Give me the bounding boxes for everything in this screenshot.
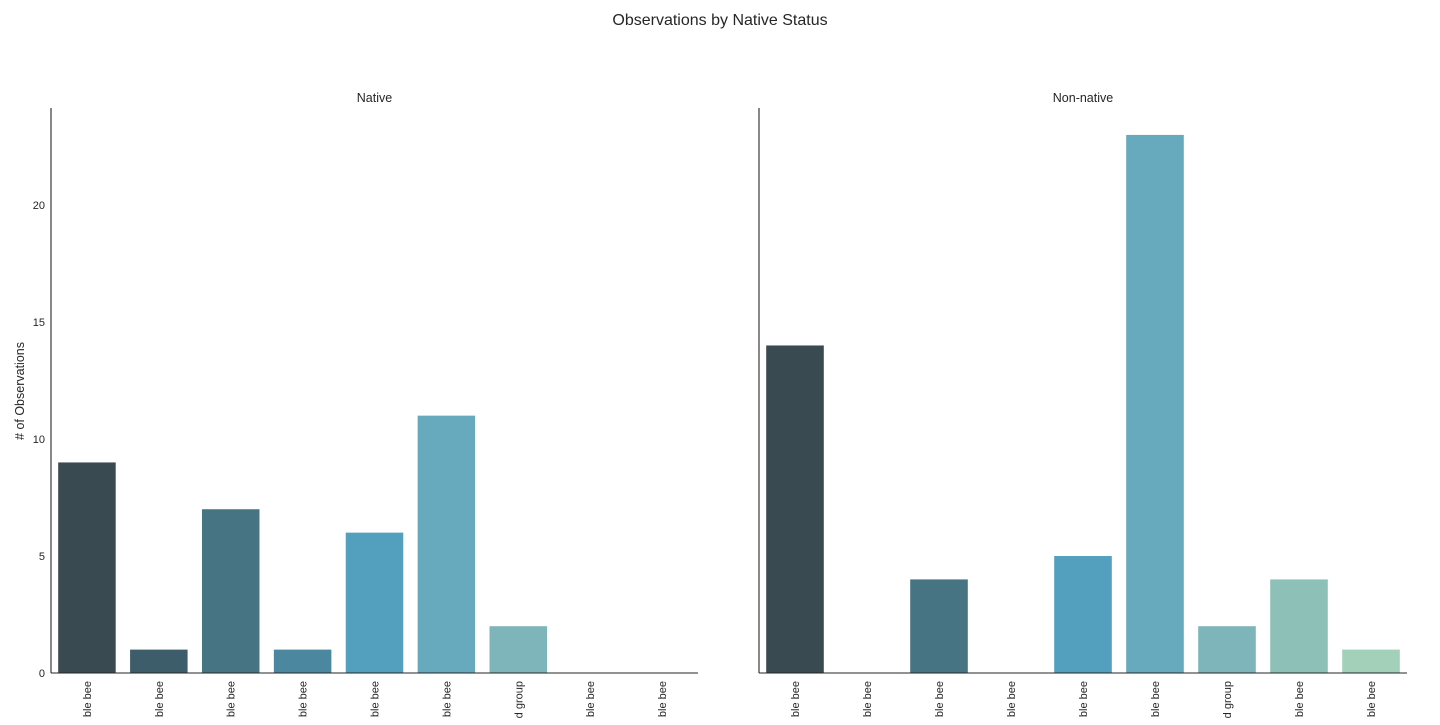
x-tick-label: ble bee: [862, 681, 874, 717]
x-tick-label: ble bee: [1366, 681, 1378, 717]
y-tick-label: 5: [39, 551, 45, 563]
bar: [273, 649, 332, 673]
x-tick-label: ble bee: [657, 681, 669, 717]
bar: [58, 462, 116, 673]
x-tick-label: ble bee: [790, 681, 802, 717]
y-tick-label: 15: [33, 317, 45, 329]
bar: [910, 579, 968, 673]
x-tick-label: ble bee: [1150, 681, 1162, 717]
bar: [130, 649, 188, 673]
x-tick-label: ble bee: [154, 681, 166, 717]
x-tick-label: d group: [513, 681, 525, 718]
x-tick-label: ble bee: [1294, 681, 1306, 717]
x-tick-label: ble bee: [298, 681, 310, 717]
x-tick-label: ble bee: [585, 681, 597, 717]
bar: [1270, 579, 1328, 673]
bar: [345, 532, 404, 673]
panel-title: Non-native: [1053, 91, 1113, 105]
bar: [1054, 556, 1112, 673]
bar: [1342, 649, 1400, 673]
x-tick-label: ble bee: [441, 681, 453, 717]
x-tick-label: ble bee: [226, 681, 238, 717]
bar: [766, 345, 824, 673]
y-tick-label: 10: [33, 434, 45, 446]
x-tick-label: ble bee: [370, 681, 382, 717]
y-tick-label: 20: [33, 200, 45, 212]
bar: [489, 626, 548, 673]
bar: [417, 415, 476, 673]
bar: [201, 509, 260, 673]
y-axis-label: # of Observations: [13, 342, 27, 440]
x-tick-label: ble bee: [1006, 681, 1018, 717]
x-tick-label: ble bee: [934, 681, 946, 717]
panel-title: Native: [357, 91, 392, 105]
x-tick-label: ble bee: [82, 681, 94, 717]
chart-title: Observations by Native Status: [612, 12, 827, 29]
bar: [1126, 134, 1184, 673]
x-tick-label: ble bee: [1078, 681, 1090, 717]
bar: [1198, 626, 1256, 673]
y-tick-label: 0: [39, 668, 45, 680]
x-tick-label: d group: [1222, 681, 1234, 718]
